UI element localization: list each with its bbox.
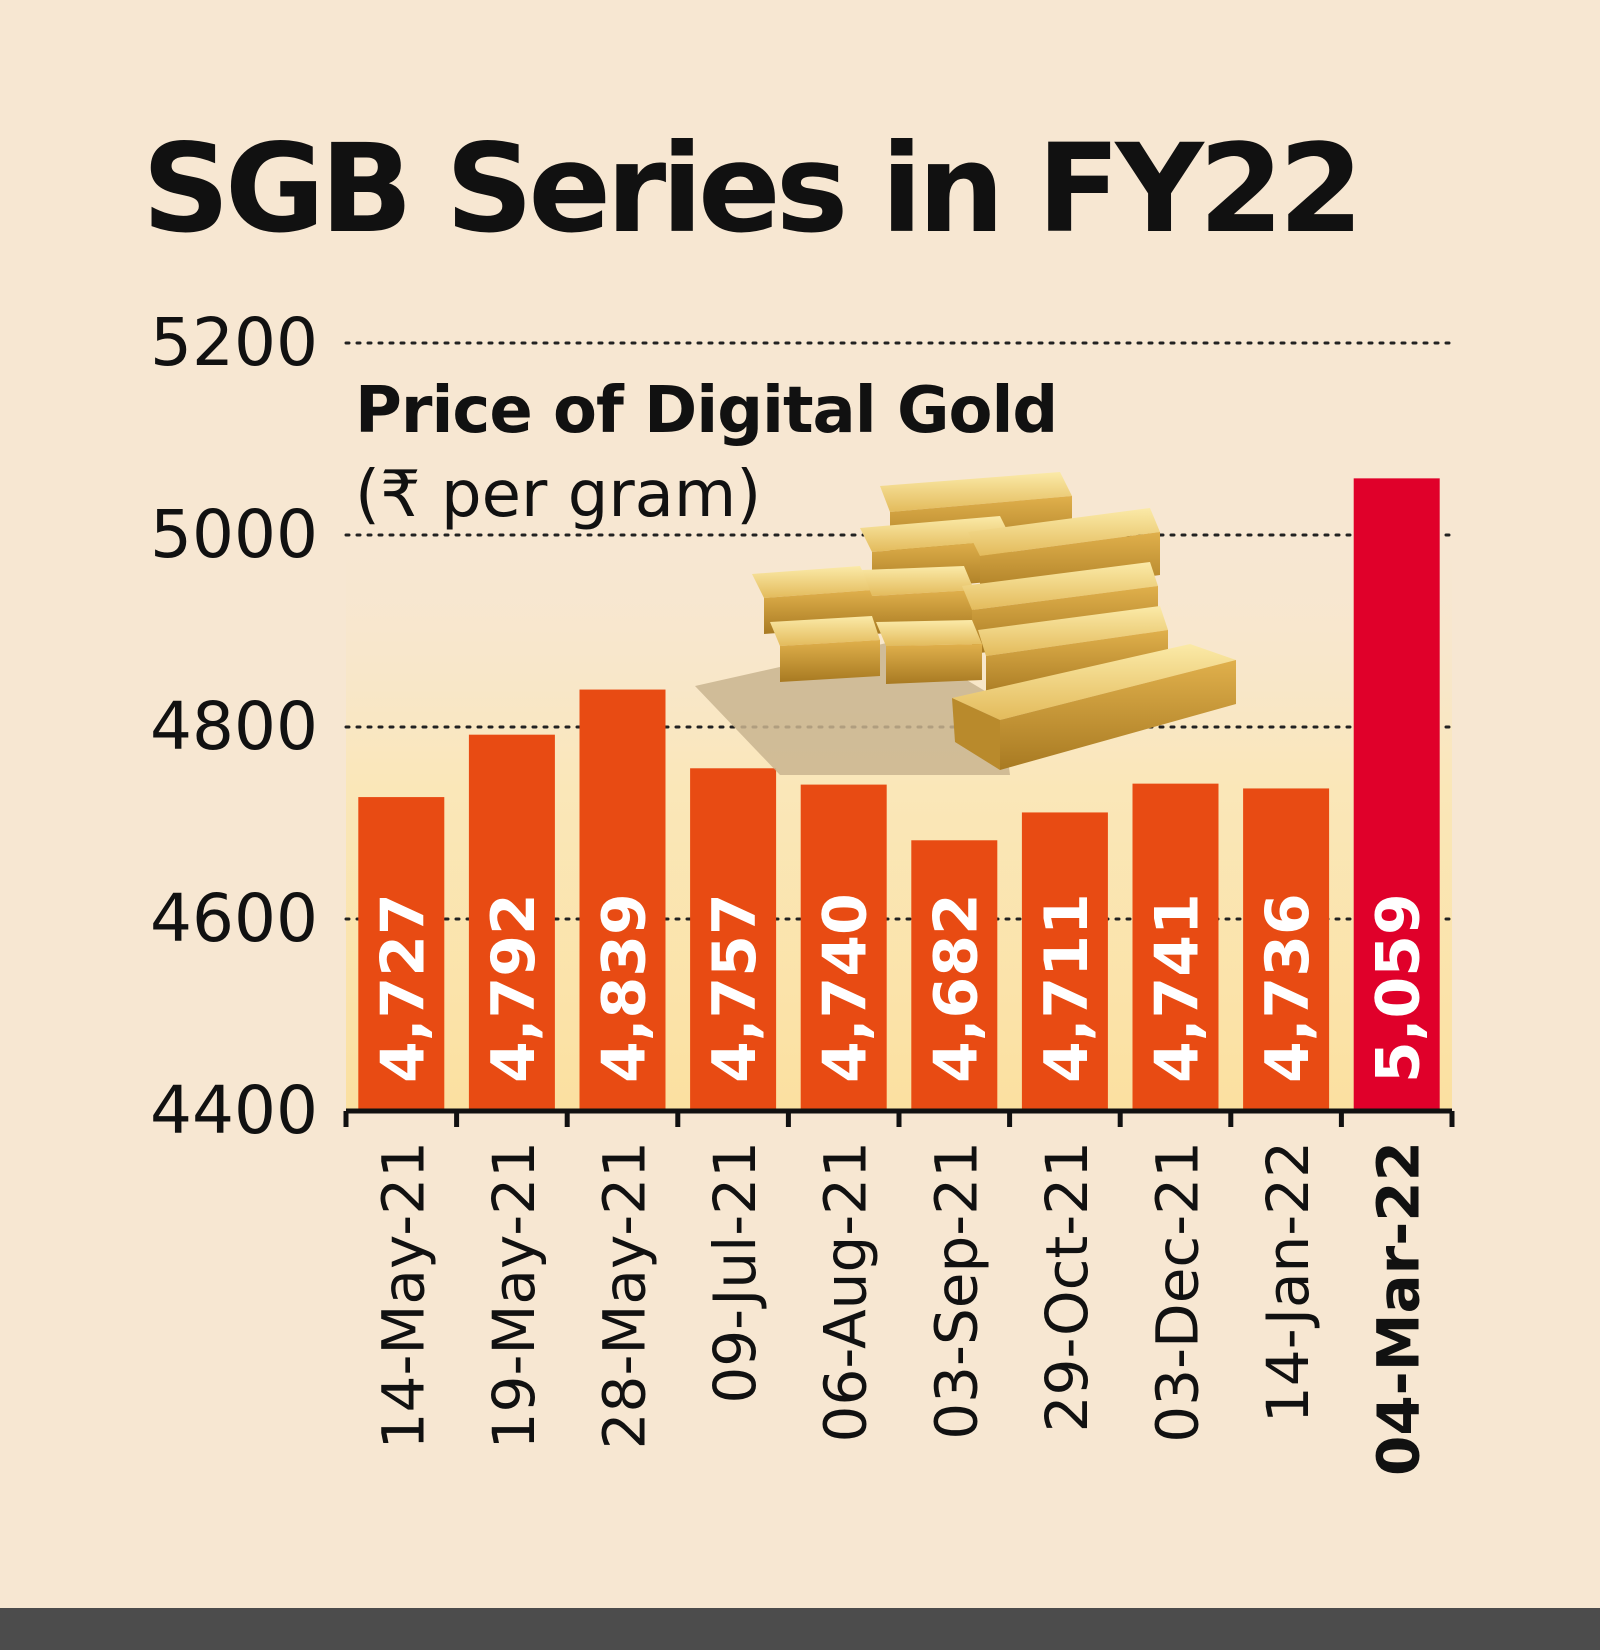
x-tick-label: 14-May-21 — [369, 1141, 437, 1449]
x-tick-label: 03-Dec-21 — [1144, 1141, 1212, 1443]
bar — [1021, 812, 1108, 1111]
bar-value-label: 4,757 — [700, 893, 770, 1083]
bar-value-label: 4,711 — [1032, 893, 1102, 1083]
x-tick-label: 29-Oct-21 — [1033, 1141, 1101, 1432]
x-tick-label: 03-Sep-21 — [922, 1141, 990, 1440]
x-tick-label: 09-Jul-21 — [701, 1141, 769, 1404]
x-tick-label: 14-Jan-22 — [1254, 1141, 1322, 1423]
bar — [579, 689, 666, 1111]
y-tick-label: 5200 — [150, 304, 318, 381]
gold-bars-icon — [695, 472, 1236, 775]
footer-bar — [0, 1608, 1600, 1650]
bar — [468, 734, 555, 1111]
bar-value-label: 4,682 — [921, 893, 991, 1083]
y-tick-label: 5000 — [150, 496, 318, 573]
bar — [690, 768, 777, 1111]
bar — [800, 784, 887, 1111]
bar-value-label: 4,792 — [479, 893, 549, 1083]
bar — [1132, 783, 1219, 1111]
bar — [911, 840, 998, 1111]
bar-value-label: 4,736 — [1253, 893, 1323, 1083]
bar-value-label: 4,839 — [590, 893, 660, 1083]
bar — [358, 797, 445, 1111]
bar-value-label: 5,059 — [1364, 893, 1434, 1083]
bar — [1243, 788, 1330, 1111]
x-tick-label: 28-May-21 — [591, 1141, 659, 1449]
y-tick-label: 4400 — [150, 1072, 318, 1149]
y-tick-label: 4600 — [150, 880, 318, 957]
chart-subtitle: Price of Digital Gold — [355, 374, 1057, 448]
unit-label: (₹ per gram) — [355, 458, 761, 532]
bar-value-label: 4,741 — [1143, 893, 1213, 1083]
bar-value-label: 4,727 — [368, 893, 438, 1083]
x-tick-label: 04-Mar-22 — [1365, 1141, 1433, 1476]
bar-value-label: 4,740 — [811, 893, 881, 1083]
x-tick-label: 19-May-21 — [480, 1141, 548, 1449]
x-tick-label: 06-Aug-21 — [812, 1141, 880, 1442]
y-tick-label: 4800 — [150, 688, 318, 765]
chart-title: SGB Series in FY22 — [142, 118, 1363, 260]
bar — [1353, 478, 1440, 1111]
